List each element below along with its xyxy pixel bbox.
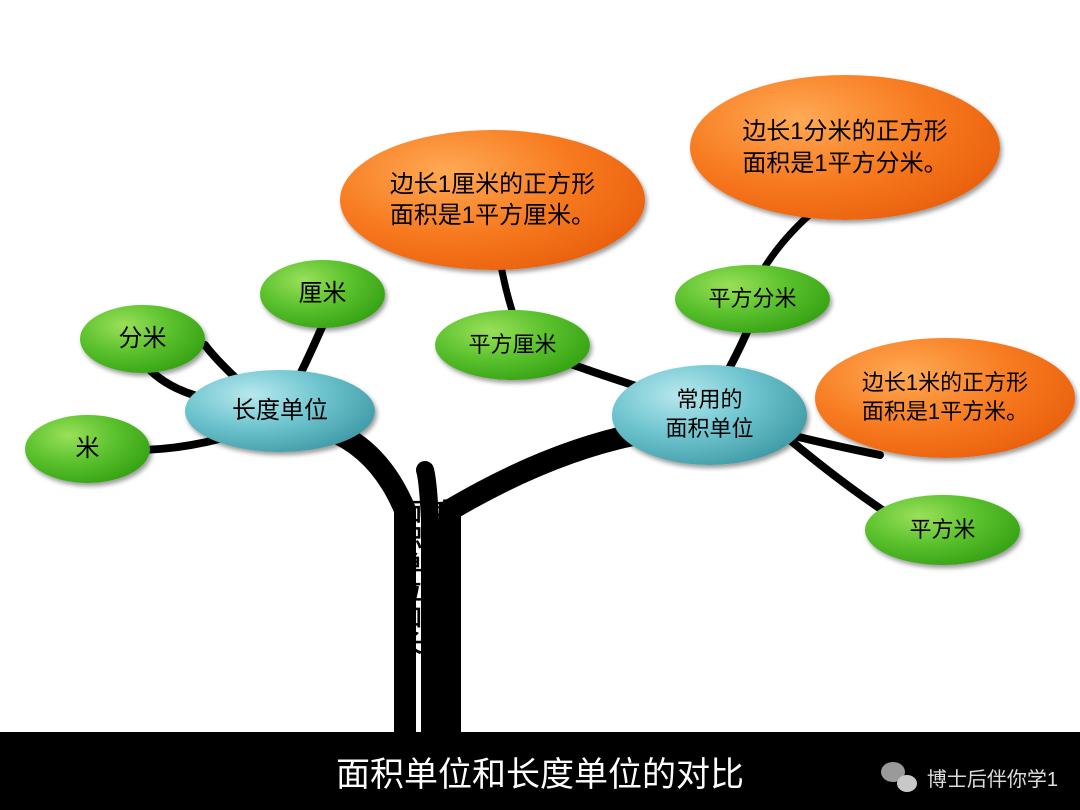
trunk-text-col2: 度单位的对比 xyxy=(432,500,456,658)
node-label: 边长1米的正方形面积是1平方米。 xyxy=(862,369,1028,426)
footer-bar: 面积单位和长度单位的对比 博士后伴你学1 xyxy=(0,732,1080,810)
footer-title: 面积单位和长度单位的对比 xyxy=(336,747,744,796)
node-label: 米 xyxy=(76,433,100,464)
node-label: 厘米 xyxy=(299,278,347,309)
wechat-watermark: 博士后伴你学1 xyxy=(881,762,1058,792)
node-label: 分米 xyxy=(119,323,167,354)
node-label: 边长1分米的正方形面积是1平方分米。 xyxy=(742,116,947,178)
wechat-label: 博士后伴你学1 xyxy=(927,763,1058,792)
wechat-icon xyxy=(881,762,917,792)
node-pf_mi: 平方米 xyxy=(865,495,1020,565)
trunk-text-col1: 面积单位和长 xyxy=(398,500,422,658)
node-label: 平方米 xyxy=(909,516,975,545)
node-area_unit_hub: 常用的面积单位 xyxy=(612,365,807,465)
node-label: 长度单位 xyxy=(232,395,328,426)
node-label: 边长1厘米的正方形面积是1平方厘米。 xyxy=(390,169,595,231)
node-def_fenmi: 边长1分米的正方形面积是1平方分米。 xyxy=(690,75,1000,220)
node-def_mi: 边长1米的正方形面积是1平方米。 xyxy=(815,338,1075,458)
node-pf_fenmi: 平方分米 xyxy=(675,265,830,333)
node-limi: 厘米 xyxy=(260,260,385,328)
node-label: 平方分米 xyxy=(708,285,796,314)
node-fenmi: 分米 xyxy=(80,305,205,373)
node-label: 平方厘米 xyxy=(468,331,556,360)
node-def_limi: 边长1厘米的正方形面积是1平方厘米。 xyxy=(340,130,645,270)
node-label: 常用的面积单位 xyxy=(665,386,753,443)
node-pf_limi: 平方厘米 xyxy=(435,310,590,380)
node-mi: 米 xyxy=(25,415,150,483)
node-length_unit_hub: 长度单位 xyxy=(185,370,375,452)
diagram-canvas: 面积单位和长 度单位的对比 长度单位米 分米 厘米常用的面积单位 平方厘米 平方分米平方… xyxy=(0,0,1080,810)
